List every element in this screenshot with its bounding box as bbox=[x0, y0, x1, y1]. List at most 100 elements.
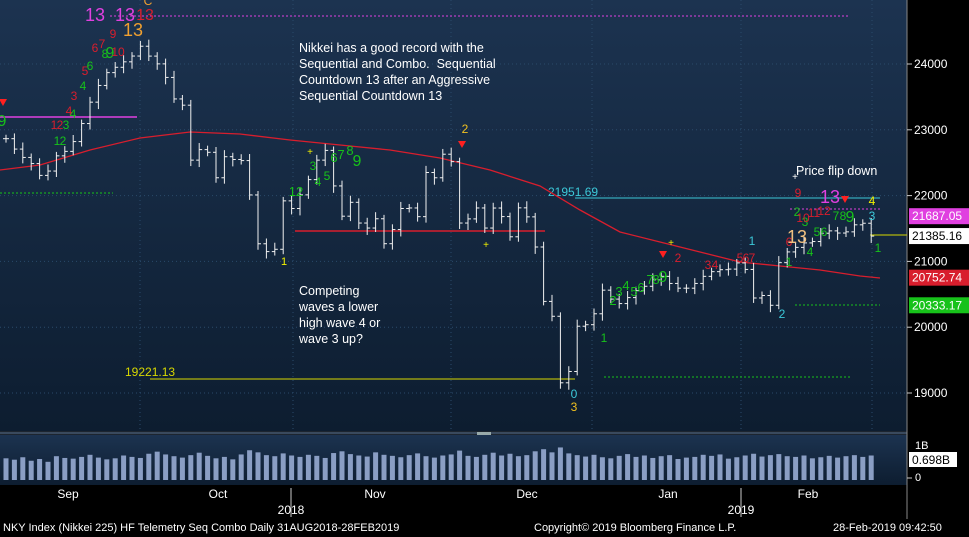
volume-bar bbox=[356, 455, 362, 480]
volume-bar bbox=[465, 455, 471, 480]
sequential-count: 4 bbox=[70, 107, 77, 121]
sequential-count: 2 bbox=[779, 307, 786, 321]
sequential-count: 13 bbox=[115, 5, 135, 25]
volume-bar bbox=[683, 457, 689, 480]
sequential-count: 6 bbox=[821, 225, 828, 239]
volume-bar bbox=[289, 455, 295, 480]
sequential-count: 10 bbox=[796, 211, 810, 225]
volume-bar bbox=[87, 454, 93, 480]
volume-bar bbox=[700, 454, 706, 480]
price-badge bbox=[909, 269, 969, 286]
volume-bar bbox=[549, 452, 555, 480]
moving-average-line bbox=[0, 131, 881, 279]
volume-bar bbox=[482, 454, 488, 480]
volume-bar bbox=[448, 454, 454, 480]
sequential-count: 5 bbox=[82, 64, 89, 78]
y-tick-label: 21000 bbox=[914, 254, 948, 268]
timestamp: 28-Feb-2019 09:42:50 bbox=[833, 522, 942, 534]
volume-bar bbox=[860, 456, 866, 480]
hline-label-21951: 21951.69 bbox=[548, 185, 598, 199]
sequential-count: 2 bbox=[60, 134, 67, 148]
volume-bar bbox=[146, 453, 152, 480]
price-bars bbox=[3, 39, 875, 390]
sequential-count: 1 bbox=[786, 255, 793, 269]
sequential-count: 2 bbox=[609, 293, 616, 308]
sell-arrow-icon bbox=[659, 251, 667, 258]
sequential-count: 3 bbox=[71, 89, 78, 103]
volume-bar bbox=[616, 455, 622, 480]
sequential-count: 3 bbox=[705, 258, 712, 272]
sell-arrow-icon bbox=[0, 99, 7, 106]
y-axis: 24000 23000 22000 21000 20000 19000 bbox=[907, 57, 948, 400]
volume-bar bbox=[457, 450, 463, 480]
sequential-count: 3 bbox=[869, 209, 876, 223]
volume-bar bbox=[843, 456, 849, 480]
volume-bar bbox=[322, 457, 328, 480]
sequential-count: 4 bbox=[622, 278, 629, 293]
volume-bar bbox=[415, 453, 421, 480]
volume-bar bbox=[507, 453, 513, 480]
volume-bar bbox=[179, 457, 185, 480]
volume-bar bbox=[557, 447, 563, 480]
sequential-count: 4 bbox=[869, 194, 876, 208]
x-month-label: Sep bbox=[57, 487, 79, 501]
volume-bar bbox=[247, 450, 253, 480]
volume-bar bbox=[423, 456, 429, 480]
indicator-lines: 21951.69 19221.13 bbox=[0, 15, 907, 380]
volume-bar bbox=[574, 455, 580, 480]
volume-bar bbox=[431, 457, 437, 480]
price-badge-label: 20333.17 bbox=[912, 298, 962, 312]
volume-bar bbox=[305, 454, 311, 480]
price-badges: 21687.05 21385.16 20752.74 20333.17 0.698B bbox=[909, 208, 969, 467]
sequential-count: 3 bbox=[802, 215, 809, 229]
sequential-count: 2 bbox=[57, 118, 64, 132]
sequential-count: 0 bbox=[571, 387, 578, 401]
sequential-count: 4 bbox=[712, 258, 719, 272]
volume-bar bbox=[650, 457, 656, 480]
volume-bar bbox=[734, 457, 740, 480]
sell-arrow-icon bbox=[841, 196, 849, 203]
annotation-sequential: Nikkei has a good record with the Sequen… bbox=[299, 41, 496, 103]
x-axis: Sep Oct Nov Dec Jan Feb 2018 2019 bbox=[57, 487, 819, 517]
sequential-count: 13 bbox=[85, 5, 105, 25]
sequential-count: 9 bbox=[106, 45, 115, 62]
volume-bar bbox=[272, 456, 278, 480]
sequential-count: 11 bbox=[808, 206, 821, 220]
volume-bar bbox=[742, 455, 748, 480]
x-year-label: 2018 bbox=[278, 503, 305, 517]
sequential-count: 8 bbox=[652, 272, 659, 287]
date-axis-background bbox=[0, 485, 907, 519]
volume-badge-label: 0.698B bbox=[912, 453, 950, 467]
price-badge-label: 21385.16 bbox=[912, 229, 962, 243]
sequential-count: 3 bbox=[571, 400, 578, 414]
sequential-count: 8 bbox=[840, 209, 847, 223]
x-month-label: Feb bbox=[798, 487, 819, 501]
copyright: Copyright© 2019 Bloomberg Finance L.P. bbox=[534, 522, 737, 534]
volume-bar bbox=[121, 455, 127, 480]
volume-bar bbox=[809, 458, 815, 480]
sequential-count: 9 bbox=[353, 153, 362, 170]
sequential-count: 6 bbox=[330, 150, 337, 165]
sequential-count: 2 bbox=[675, 251, 682, 265]
volume-bar bbox=[658, 456, 664, 480]
sequential-count: 1 bbox=[875, 241, 882, 255]
y-tick-label: 24000 bbox=[914, 57, 948, 71]
sequential-count: 7 bbox=[833, 209, 840, 223]
volume-bar bbox=[490, 452, 496, 480]
volume-bar bbox=[129, 456, 135, 480]
volume-bar bbox=[28, 460, 34, 480]
volume-bar bbox=[347, 454, 353, 480]
y-tick-label: 19000 bbox=[914, 386, 948, 400]
volume-bar bbox=[104, 459, 110, 480]
sequential-count: 1 bbox=[281, 256, 287, 268]
price-badge bbox=[909, 228, 969, 245]
volume-tick-label: 1B bbox=[915, 440, 928, 452]
volume-bar bbox=[675, 459, 681, 480]
volume-bar bbox=[20, 457, 26, 480]
volume-bar bbox=[53, 456, 59, 480]
volume-bar bbox=[171, 456, 177, 480]
sequential-count: 13 bbox=[787, 227, 807, 247]
sequential-count: 7 bbox=[99, 37, 106, 51]
volume-bar bbox=[112, 458, 118, 480]
sequential-count: 6 bbox=[786, 235, 793, 249]
